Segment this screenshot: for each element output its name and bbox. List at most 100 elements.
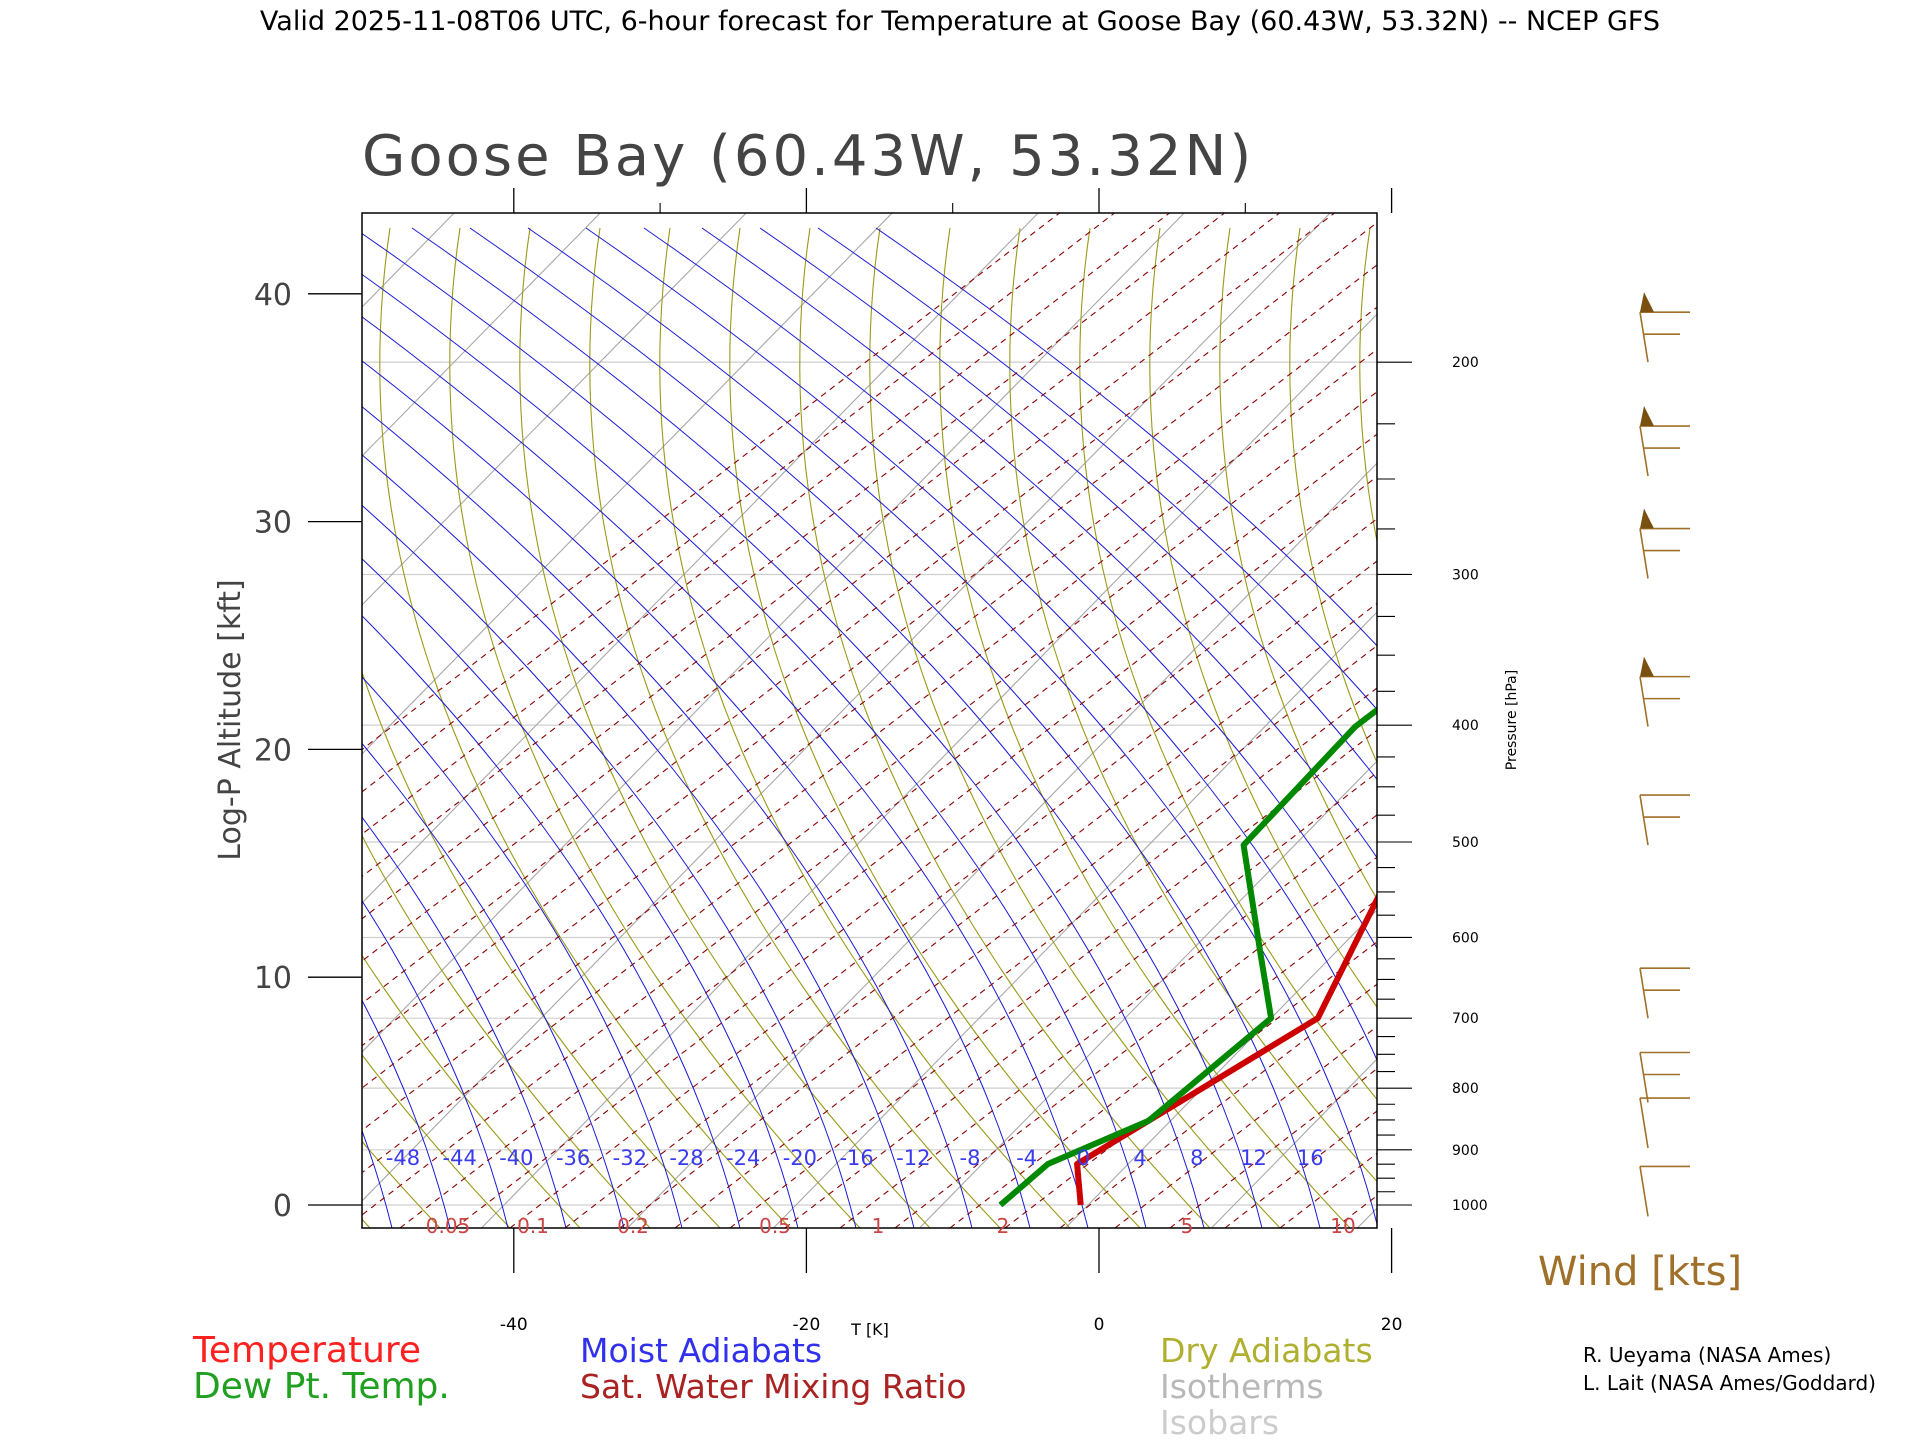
- mixing-ratio-line: [362, 264, 1377, 1047]
- wind-barb: [1639, 656, 1690, 727]
- mixing-ratio-line: [1224, 1110, 1377, 1228]
- moist-adiabat-label: -28: [669, 1146, 703, 1170]
- wind-barb: [1639, 794, 1690, 846]
- wind-barb: [1639, 292, 1690, 363]
- moist-adiabat-label: -8: [960, 1146, 981, 1170]
- legend-moist-adiabats: Moist Adiabats: [580, 1331, 822, 1370]
- dry-adiabat-line: [362, 954, 581, 1228]
- mixing-ratio-line: [1610, 213, 1920, 1228]
- x-axis: -40 -20 0 20: [500, 188, 1403, 1335]
- isotherm-line: [362, 213, 1331, 1202]
- isotherm-line: [919, 760, 1377, 1228]
- mixing-ratio-line: [399, 475, 1377, 1228]
- mixing-ratio-line: [1555, 213, 1920, 1228]
- isotherm-line: [362, 213, 1039, 904]
- moist-adiabat-line: [362, 360, 1031, 1228]
- pressure-tick-label: 1000: [1452, 1198, 1488, 1214]
- dry-adiabat-line: [449, 227, 861, 1228]
- mixing-ratio-line: [362, 221, 1377, 1005]
- mixing-ratio-labels: 0.05 0.1 0.2 0.5 1 2 5 10: [426, 1214, 1356, 1238]
- wind-barbs: [1639, 292, 1690, 1217]
- moist-adiabat-line: [585, 227, 1377, 1062]
- dry-adiabat-line: [362, 1053, 511, 1228]
- moist-adiabat-line: [362, 742, 625, 1228]
- mixing-ratio-label: 0.2: [617, 1214, 649, 1238]
- x-tick-label: 20: [1381, 1315, 1403, 1335]
- moist-adiabat-line: [817, 227, 1377, 711]
- dry-adiabat-line: [0, 228, 90, 1228]
- chart-title: Goose Bay (60.43W, 53.32N): [362, 124, 1254, 189]
- moist-adiabat-line: [362, 816, 567, 1228]
- moist-adiabat-label: 16: [1297, 1146, 1324, 1170]
- mixing-ratio-line: [1059, 983, 1377, 1228]
- moist-adiabat-line: [527, 227, 1377, 1227]
- dry-adiabat-line: [0, 228, 230, 1228]
- mixing-ratio-line: [362, 213, 1115, 793]
- mixing-ratio-line: [1720, 213, 1920, 1228]
- dry-adiabat-line: [1149, 227, 1377, 1009]
- pressure-tick-label: 700: [1452, 1011, 1479, 1027]
- mixing-ratio-line: [1114, 1025, 1377, 1228]
- dry-adiabat-line: [1009, 227, 1377, 1183]
- pressure-tick-label: 600: [1452, 930, 1479, 946]
- dry-adiabat-line: [362, 670, 721, 1228]
- dry-adiabat-line: [1219, 227, 1377, 901]
- pressure-axis-label: Pressure [hPa]: [1504, 670, 1520, 770]
- pressure-tick-label: 500: [1452, 835, 1479, 851]
- dry-adiabat-line: [1430, 228, 1840, 1228]
- moist-adiabat-line: [362, 406, 973, 1228]
- moist-adiabat-line: [759, 227, 1377, 781]
- dry-adiabat-line: [869, 227, 1281, 1228]
- moist-adiabat-label: -16: [839, 1146, 873, 1170]
- mixing-ratio-line: [1500, 213, 1920, 1228]
- isotherm-line: [0, 213, 162, 1228]
- dry-adiabat-line: [659, 227, 1071, 1228]
- mixing-ratio-line: [362, 348, 1377, 1132]
- legend-isotherms: Isotherms: [1160, 1367, 1324, 1406]
- isotherm-line: [362, 213, 893, 755]
- mixing-ratio-line: [1279, 1152, 1377, 1228]
- mixing-ratio-line: [362, 306, 1377, 1089]
- moist-adiabat-line: [0, 228, 44, 1228]
- mixing-ratio-label: 0.5: [759, 1214, 791, 1238]
- isotherm-line: [362, 213, 747, 606]
- dry-adiabat-line: [1079, 227, 1377, 1101]
- mixing-ratio-label: 10: [1330, 1214, 1355, 1238]
- moist-adiabat-label: 8: [1190, 1146, 1203, 1170]
- mixing-ratio-label: 5: [1181, 1214, 1194, 1238]
- dry-adiabat-line: [939, 227, 1351, 1228]
- y-axis: 0 10 20 30 40: [254, 278, 362, 1224]
- moist-adiabat-line: [701, 227, 1377, 859]
- x-tick-label: -20: [793, 1315, 821, 1335]
- mixing-ratio-line: [509, 560, 1377, 1228]
- mixing-ratio-line: [454, 518, 1377, 1228]
- isotherm-line: [1065, 909, 1377, 1228]
- moist-adiabat-line: [362, 1129, 393, 1228]
- moist-adiabat-label: -36: [556, 1146, 590, 1170]
- mixing-ratio-line: [362, 213, 1060, 751]
- dry-adiabat-line: [729, 227, 1141, 1228]
- dry-adiabat-line: [379, 227, 791, 1228]
- y-axis-label: Log-P Altitude [kft]: [213, 579, 248, 860]
- dewpoint-line: [998, 706, 1377, 1208]
- mixing-ratio-line: [1665, 213, 1920, 1228]
- moist-adiabat-line: [362, 316, 1089, 1228]
- isotherm-line: [0, 213, 308, 1228]
- isotherm-line: [362, 213, 601, 457]
- wind-barb: [1639, 406, 1690, 477]
- moist-adiabat-line: [411, 227, 1263, 1228]
- legend-dry-adiabats: Dry Adiabats: [1160, 1331, 1373, 1370]
- mixing-ratio-line: [362, 213, 1170, 835]
- plot-frame: [361, 212, 1378, 1229]
- x-tick-label: 0: [1094, 1315, 1105, 1335]
- moist-adiabat-label: -20: [783, 1146, 817, 1170]
- mixing-ratio-line: [564, 602, 1377, 1228]
- mixing-ratio-line: [894, 856, 1377, 1228]
- moist-adiabat-line: [362, 999, 451, 1228]
- dry-adiabat-line: [1289, 227, 1377, 764]
- y-tick-label: 40: [254, 278, 292, 313]
- wind-barb: [1639, 1165, 1690, 1217]
- moist-adiabat-label: 12: [1240, 1146, 1267, 1170]
- y-tick-label: 30: [254, 506, 292, 541]
- mixing-ratio-line: [362, 433, 1377, 1216]
